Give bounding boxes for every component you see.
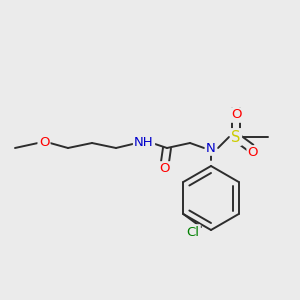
Text: N: N — [206, 142, 216, 154]
Text: O: O — [160, 163, 170, 176]
Text: NH: NH — [134, 136, 154, 149]
Text: O: O — [248, 146, 258, 160]
Text: O: O — [39, 136, 49, 149]
Text: S: S — [231, 130, 241, 145]
Text: O: O — [231, 109, 241, 122]
Text: Cl: Cl — [187, 226, 200, 238]
